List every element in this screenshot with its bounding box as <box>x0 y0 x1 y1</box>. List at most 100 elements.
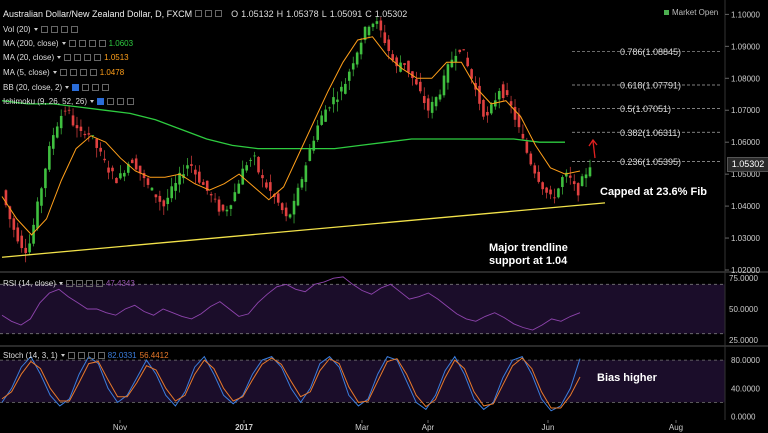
visibility-icon[interactable] <box>74 54 82 61</box>
visibility-icon[interactable] <box>78 40 86 47</box>
candle-body <box>59 115 63 129</box>
candle-body <box>245 165 248 171</box>
time-tick-label: 2017 <box>235 423 253 432</box>
candle-body <box>359 42 363 55</box>
candle-body <box>320 115 323 125</box>
chevron-down-icon[interactable] <box>33 28 38 31</box>
chevron-down-icon[interactable] <box>61 42 66 45</box>
more-icon[interactable] <box>87 352 95 359</box>
settings-icon[interactable] <box>68 40 76 47</box>
rsi-title: RSI (14, close) <box>3 279 56 288</box>
candle-body <box>209 194 213 196</box>
candle-body <box>115 177 118 184</box>
indicator-row-bb[interactable]: BB (20, close, 2) <box>3 82 110 93</box>
fib-level-label: 0.618(1.07791) <box>620 80 681 90</box>
candle-body <box>36 201 39 229</box>
close-label: C <box>365 8 372 19</box>
stoch-legend[interactable]: Stoch (14, 3, 1) 82.0331 56.4412 <box>3 350 169 361</box>
close-icon[interactable] <box>98 40 106 47</box>
more-icon[interactable] <box>117 98 125 105</box>
candle-body <box>426 98 430 111</box>
settings-icon[interactable] <box>40 26 48 33</box>
candle-body <box>186 165 189 169</box>
indicator-row-ma20[interactable]: MA (20, close) 1.0513 <box>3 52 129 63</box>
visibility-icon[interactable] <box>69 69 77 76</box>
visibility-icon[interactable] <box>75 280 83 287</box>
candle-body <box>486 111 489 116</box>
settings-icon[interactable] <box>67 352 75 359</box>
candle-body <box>367 26 371 36</box>
candle-body <box>213 198 217 200</box>
candle-body <box>280 203 284 211</box>
chevron-down-icon[interactable] <box>65 86 70 89</box>
indicator-row-ichimoku[interactable]: Ichimoku (9, 26, 52, 26) <box>3 96 135 107</box>
visibility-icon[interactable] <box>72 84 80 91</box>
close-icon[interactable] <box>70 26 78 33</box>
candle-body <box>265 182 268 188</box>
more-icon[interactable] <box>84 54 92 61</box>
candle-body <box>375 21 379 24</box>
settings-icon[interactable] <box>59 69 67 76</box>
candle-body <box>198 171 201 183</box>
annotation-trendline: Major trendline support at 1.04 <box>489 242 568 267</box>
settings-icon[interactable] <box>65 280 73 287</box>
chevron-down-icon[interactable] <box>57 56 62 59</box>
close-icon[interactable] <box>95 280 103 287</box>
indicator-row-ma200[interactable]: MA (200, close) 1.0603 <box>3 38 133 49</box>
candle-body <box>126 163 130 173</box>
chevron-down-icon[interactable] <box>58 282 63 285</box>
settings-icon[interactable] <box>82 84 90 91</box>
chevron-down-icon[interactable] <box>60 354 65 357</box>
settings-icon[interactable] <box>107 98 115 105</box>
more-icon[interactable] <box>92 84 100 91</box>
visibility-icon[interactable] <box>50 26 58 33</box>
candle-body <box>501 84 505 99</box>
candle-body <box>79 126 83 131</box>
ma20-line <box>1 36 581 236</box>
annotation-fib-cap: Capped at 23.6% Fib <box>600 186 707 198</box>
candle-body <box>434 97 438 107</box>
candle-body <box>107 167 110 173</box>
close-icon[interactable] <box>97 352 105 359</box>
more-icon[interactable] <box>215 10 223 17</box>
price-tick-label: 1.07000 <box>731 106 760 115</box>
candle-body <box>336 99 339 102</box>
visibility-icon[interactable] <box>97 98 105 105</box>
close-icon[interactable] <box>102 84 110 91</box>
candle-body <box>549 189 552 195</box>
candle-body <box>269 182 272 191</box>
rsi-line <box>1 276 581 331</box>
chevron-down-icon[interactable] <box>52 71 57 74</box>
more-icon[interactable] <box>79 69 87 76</box>
rsi-value: 47.4343 <box>105 279 135 288</box>
candle-body <box>430 101 434 113</box>
visibility-icon[interactable] <box>205 10 213 17</box>
candle-body <box>166 197 170 205</box>
close-icon[interactable] <box>94 54 102 61</box>
chevron-down-icon[interactable] <box>90 100 95 103</box>
trendline <box>1 202 606 258</box>
settings-icon[interactable] <box>195 10 203 17</box>
candle-body <box>517 114 521 128</box>
indicator-row-vol[interactable]: Vol (20) <box>3 24 78 35</box>
symbol-title[interactable]: Australian Dollar/New Zealand Dollar, D,… <box>3 8 193 19</box>
indicator-row-ma5[interactable]: MA (5, close) 1.0478 <box>3 67 124 78</box>
candle-body <box>138 165 142 174</box>
indicator-value: 1.0603 <box>108 39 134 48</box>
indicator-label: Ichimoku (9, 26, 52, 26) <box>3 97 88 106</box>
candle-body <box>422 96 426 104</box>
market-status: Market Open <box>664 8 718 17</box>
close-icon[interactable] <box>89 69 97 76</box>
price-tick-label: 1.03000 <box>731 234 760 243</box>
visibility-icon[interactable] <box>77 352 85 359</box>
candle-body <box>154 194 158 198</box>
fib-level-label: 0.236(1.05395) <box>620 157 681 167</box>
settings-icon[interactable] <box>64 54 72 61</box>
more-icon[interactable] <box>85 280 93 287</box>
more-icon[interactable] <box>60 26 68 33</box>
close-icon[interactable] <box>127 98 135 105</box>
rsi-legend[interactable]: RSI (14, close) 47.4343 <box>3 278 135 289</box>
candle-body <box>387 39 391 52</box>
more-icon[interactable] <box>88 40 96 47</box>
